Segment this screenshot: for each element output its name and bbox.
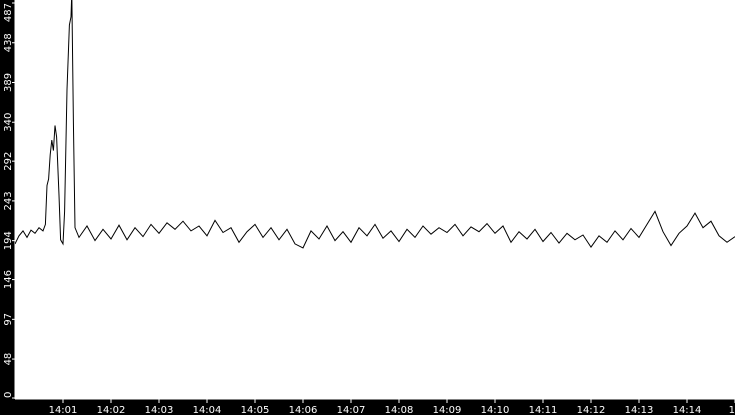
x-tick-label: 14:13	[625, 405, 654, 415]
x-ticks: 14:01 14:02 14:03 14:04 14:05 14:06 14:07 14:08…	[49, 399, 735, 415]
x-tick-label: 14:04	[193, 405, 222, 415]
y-tick-label: 0	[3, 392, 14, 398]
y-tick-label: 438	[3, 33, 14, 52]
x-tick-label: 14:12	[577, 405, 606, 415]
y-tick-label: 487	[3, 3, 14, 22]
y-tick-label: 97	[3, 313, 14, 326]
x-tick-label: 14:07	[337, 405, 366, 415]
x-tick-label: 14:02	[97, 405, 126, 415]
y-tick-label: 292	[3, 152, 14, 171]
x-tick-label: 14	[729, 405, 735, 415]
x-tick-label: 14:08	[385, 405, 414, 415]
y-ticks: 0 48 97 146 194 243 292 340 389 438 487	[3, 2, 15, 399]
y-tick-label: 48	[3, 353, 14, 366]
x-tick-label: 14:01	[49, 405, 78, 415]
y-tick-label: 146	[3, 270, 14, 289]
x-tick-label: 14:03	[145, 405, 174, 415]
x-tick-label: 14:10	[481, 405, 510, 415]
x-tick-label: 14:14	[673, 405, 702, 415]
x-tick-label: 14:09	[433, 405, 462, 415]
x-tick-label: 14:11	[529, 405, 558, 415]
x-tick-label: 14:05	[241, 405, 270, 415]
x-tick-label: 14:06	[289, 405, 318, 415]
plot-area	[15, 0, 735, 399]
y-tick-label: 243	[3, 191, 14, 210]
y-tick-label: 389	[3, 73, 14, 92]
y-tick-label: 340	[3, 113, 14, 132]
series-line	[15, 0, 735, 249]
y-tick-label: 194	[3, 231, 14, 250]
